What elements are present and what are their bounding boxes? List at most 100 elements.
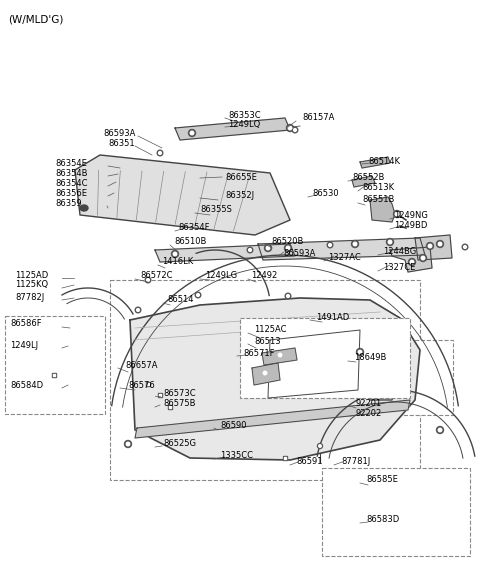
Circle shape: [287, 295, 289, 298]
Circle shape: [137, 308, 139, 311]
Text: 1125AC: 1125AC: [254, 325, 287, 335]
Text: 1416LK: 1416LK: [162, 257, 193, 266]
Text: 86520B: 86520B: [271, 236, 303, 245]
Circle shape: [386, 239, 394, 245]
Circle shape: [157, 150, 163, 156]
Text: 86353C: 86353C: [228, 111, 261, 119]
Polygon shape: [360, 157, 390, 168]
Circle shape: [421, 256, 425, 260]
Circle shape: [329, 244, 331, 247]
Bar: [158, 393, 162, 397]
Circle shape: [266, 247, 270, 250]
Text: 86359: 86359: [55, 198, 82, 207]
Bar: [52, 373, 56, 377]
Bar: [53, 374, 55, 376]
Text: (W/MLD'G): (W/MLD'G): [8, 14, 63, 24]
Text: 86354E: 86354E: [55, 158, 87, 168]
Polygon shape: [252, 363, 280, 385]
Text: 86513: 86513: [254, 336, 281, 345]
Circle shape: [197, 294, 199, 296]
Circle shape: [285, 293, 291, 299]
Polygon shape: [370, 197, 395, 222]
Polygon shape: [390, 247, 432, 272]
Circle shape: [262, 370, 268, 377]
Text: 86351: 86351: [108, 139, 134, 148]
Text: 86552B: 86552B: [352, 173, 384, 182]
Text: 86157A: 86157A: [302, 114, 335, 123]
Bar: [240, 318, 410, 398]
Polygon shape: [352, 176, 375, 187]
Circle shape: [171, 250, 179, 257]
Circle shape: [292, 127, 298, 133]
Text: 87781J: 87781J: [341, 457, 370, 466]
Text: 86352J: 86352J: [225, 190, 254, 199]
Circle shape: [358, 350, 362, 354]
Circle shape: [195, 292, 201, 298]
Text: 86593A: 86593A: [103, 128, 135, 137]
Text: 86572C: 86572C: [140, 272, 172, 281]
Circle shape: [462, 244, 468, 250]
Text: 1125KQ: 1125KQ: [15, 281, 48, 290]
Circle shape: [408, 258, 416, 265]
Circle shape: [247, 247, 253, 253]
Circle shape: [317, 444, 323, 449]
Text: 1125AD: 1125AD: [15, 270, 48, 279]
Text: 86586F: 86586F: [10, 319, 42, 328]
Text: 86513K: 86513K: [362, 183, 394, 193]
Text: 86575B: 86575B: [163, 399, 195, 408]
Circle shape: [427, 243, 433, 249]
Circle shape: [436, 240, 444, 248]
Circle shape: [285, 244, 291, 252]
Text: 86354F: 86354F: [178, 223, 209, 232]
Circle shape: [278, 353, 282, 357]
Text: 86591: 86591: [296, 457, 323, 466]
Text: 1249LG: 1249LG: [205, 272, 237, 281]
Text: 92201: 92201: [356, 399, 382, 407]
Polygon shape: [75, 155, 290, 235]
Bar: [5, 316, 105, 414]
Text: 86593A: 86593A: [283, 249, 315, 257]
Circle shape: [263, 371, 267, 375]
Circle shape: [287, 124, 293, 132]
Circle shape: [394, 211, 400, 218]
Circle shape: [286, 247, 290, 250]
Text: 1327CE: 1327CE: [383, 264, 415, 273]
Polygon shape: [258, 238, 425, 260]
Circle shape: [276, 352, 284, 358]
Bar: [147, 383, 149, 385]
Text: 1244BG: 1244BG: [383, 248, 416, 257]
Text: 86571F: 86571F: [243, 349, 275, 357]
Circle shape: [436, 427, 444, 433]
Circle shape: [420, 254, 427, 261]
Bar: [110, 280, 420, 480]
Circle shape: [189, 130, 195, 136]
Text: 1249LQ: 1249LQ: [228, 120, 260, 130]
Text: 86354B: 86354B: [55, 169, 87, 177]
Circle shape: [145, 277, 151, 283]
Text: 86590: 86590: [220, 420, 247, 429]
Circle shape: [173, 252, 177, 256]
Circle shape: [327, 242, 333, 248]
Text: 86576: 86576: [128, 381, 155, 390]
Text: 1491AD: 1491AD: [316, 312, 349, 321]
Text: 86530: 86530: [312, 190, 338, 198]
Circle shape: [464, 245, 467, 248]
Bar: [169, 406, 171, 408]
Text: 12492: 12492: [251, 272, 277, 281]
Circle shape: [294, 128, 296, 131]
Circle shape: [428, 244, 432, 248]
Text: 1335CC: 1335CC: [220, 452, 253, 461]
Text: 86583D: 86583D: [366, 516, 399, 524]
Bar: [283, 456, 287, 460]
Circle shape: [388, 240, 392, 244]
Text: 86514K: 86514K: [368, 157, 400, 165]
Bar: [284, 457, 286, 459]
Polygon shape: [135, 400, 410, 438]
Circle shape: [410, 260, 414, 264]
Bar: [159, 394, 161, 396]
Text: 18649B: 18649B: [354, 353, 386, 362]
Circle shape: [438, 242, 442, 246]
Polygon shape: [130, 298, 420, 460]
Text: 86525G: 86525G: [163, 440, 196, 449]
Circle shape: [158, 152, 161, 154]
